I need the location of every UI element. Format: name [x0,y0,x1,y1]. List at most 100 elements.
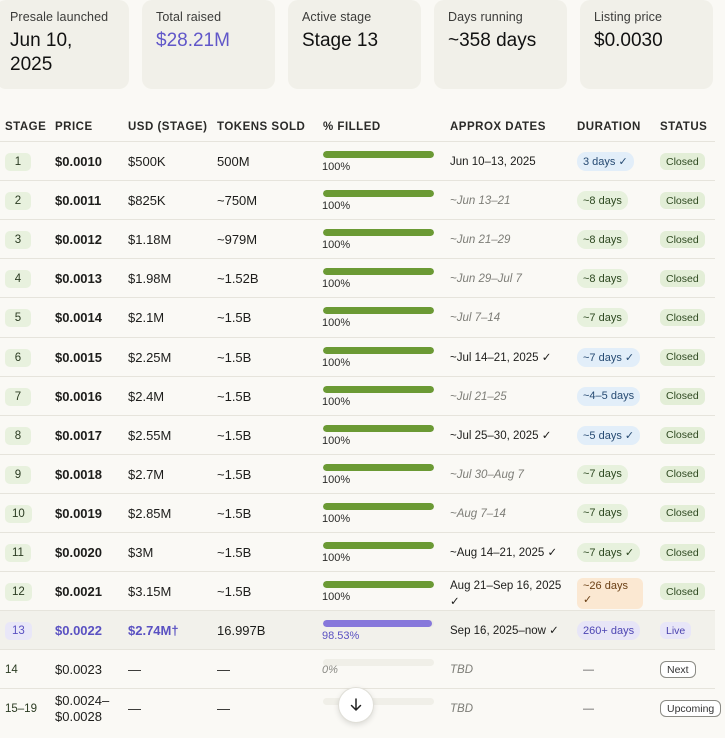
progress-bar [323,346,434,354]
stat-value: $28.21M [156,30,230,51]
status-badge: Closed [660,348,705,366]
stage-badge: 14 [5,664,18,677]
status-badge: Closed [660,465,705,483]
progress-bar [323,229,434,237]
stage-usd: $2.4M [128,388,165,404]
percent-filled: 100% [322,278,351,291]
duration-pill: ~7 days [577,464,628,484]
stage-usd: $2.25M [128,349,172,365]
column-header-dates: APPROX DATES [450,121,546,133]
table-row: 12 $0.0021 $3.15M ~1.5B 100% Aug 21–Sep 16, 2… [0,571,715,610]
tokens-sold: — [217,662,230,678]
duration-pill: — [583,702,594,715]
stat-label: Total raised [156,10,222,24]
percent-filled: 100% [322,473,351,486]
stage-usd: $2.55M [128,427,172,443]
duration-pill: — [583,663,594,676]
duration-pill: ~7 days [577,503,628,523]
approx-dates: ~Jun 13–21 [450,195,511,208]
stat-card-presale-launched: Presale launched Jun 10, 2025 [0,0,129,89]
percent-filled: 100% [322,317,351,330]
duration-pill: ~7 days ✓ [577,543,641,562]
column-header-tokens: TOKENS SOLD [217,121,306,133]
stage-price: $0.0011 [55,193,102,209]
stage-badge: 1 [5,153,31,171]
stat-card-total-raised: Total raised $28.21M [142,0,275,89]
duration-pill: 260+ days [577,621,641,641]
stage-usd: — [128,701,141,717]
progress-bar [323,307,434,315]
progress-bar [323,151,434,158]
stage-usd: $1.18M [128,232,172,248]
duration-pill: ~26 days ✓ [577,578,643,610]
stage-badge: 6 [5,348,31,367]
stage-badge: 10 [5,504,32,523]
table-row: 5 $0.0014 $2.1M ~1.5B 100% ~Jul 7–14 ~7 days Cl… [0,297,715,336]
stage-price: $0.0018 [55,466,102,482]
tokens-sold: ~750M [217,193,258,209]
percent-filled: 100% [322,591,351,604]
progress-bar [323,620,434,628]
stage-badge: 7 [5,387,31,406]
status-badge: Closed [660,270,705,288]
column-header-status: STATUS [660,121,708,133]
stat-label: Presale launched [10,10,109,24]
stage-badge: 13 [5,622,32,641]
stat-card-days-running: Days running ~358 days [434,0,567,89]
table-row: 11 $0.0020 $3M ~1.5B 100% ~Aug 14–21, 2025 ✓ ~… [0,532,715,571]
status-badge: Next [660,661,696,679]
percent-filled: 100% [322,512,351,525]
duration-pill: 3 days ✓ [577,152,634,171]
table-row: 3 $0.0012 $1.18M ~979M 100% ~Jun 21–29 ~8 days… [0,219,715,258]
stage-usd: $2.74M† [128,623,179,639]
stage-badge: 5 [5,309,31,328]
progress-bar [323,542,434,549]
tokens-sold: 16.997B [217,623,266,639]
column-header-duration: DURATION [577,121,641,133]
stage-usd: — [128,662,141,678]
stat-card-listing-price: Listing price $0.0030 [580,0,713,89]
stat-card-active-stage: Active stage Stage 13 [288,0,421,89]
stats-cards: Presale launched Jun 10, 2025 Total rais… [0,0,725,90]
status-badge: Upcoming [660,700,722,718]
percent-filled: 100% [322,434,351,447]
status-badge: Closed [660,309,705,327]
progress-bar [323,385,434,393]
approx-dates: ~Jul 14–21, 2025 ✓ [450,351,552,364]
arrow-down-icon [350,698,362,711]
stage-price: $0.0020 [55,545,102,560]
stage-price: $0.0016 [55,388,102,404]
status-badge: Closed [660,426,705,444]
approx-dates: Sep 16, 2025–now ✓ [450,625,559,638]
progress-bar [323,268,434,276]
table-header: STAGE PRICE USD (STAGE) TOKENS SOLD % FI… [0,118,725,140]
table-row: 9 $0.0018 $2.7M ~1.5B 100% ~Jul 30–Aug 7 ~7 da… [0,453,715,493]
progress-bar [323,424,434,432]
stage-badge: 2 [5,192,31,211]
scroll-down-button[interactable] [338,687,374,723]
duration-pill: ~7 days [577,308,628,328]
duration-pill: ~4–5 days [577,386,641,406]
stage-price: $0.0013 [55,271,102,287]
tokens-sold: ~1.52B [217,271,259,287]
approx-dates: ~Jul 30–Aug 7 [450,468,524,481]
stage-usd: $1.98M [128,271,172,287]
percent-filled: 100% [322,161,351,173]
stage-price: $0.0019 [55,505,102,521]
tokens-sold: ~1.5B [217,505,252,521]
stage-badge: 12 [5,583,32,602]
approx-dates: ~Jun 29–Jul 7 [450,273,522,286]
tokens-sold: ~1.5B [217,466,252,482]
duration-pill: ~8 days [577,269,628,289]
stage-badge: 15–19 [5,703,37,716]
percent-filled: 98.53% [322,630,360,643]
stage-badge: 8 [5,426,31,445]
stage-price: $0.0015 [55,349,102,365]
stage-usd: $825K [128,193,166,209]
stat-label: Active stage [302,10,372,24]
tokens-sold: ~1.5B [217,388,252,404]
status-badge: Closed [660,504,705,522]
stage-usd: $2.1M [128,310,165,326]
stage-price: $0.0012 [55,232,102,248]
table-row: 13 $0.0022 $2.74M† 16.997B 98.53% Sep 16, 202… [0,610,715,650]
